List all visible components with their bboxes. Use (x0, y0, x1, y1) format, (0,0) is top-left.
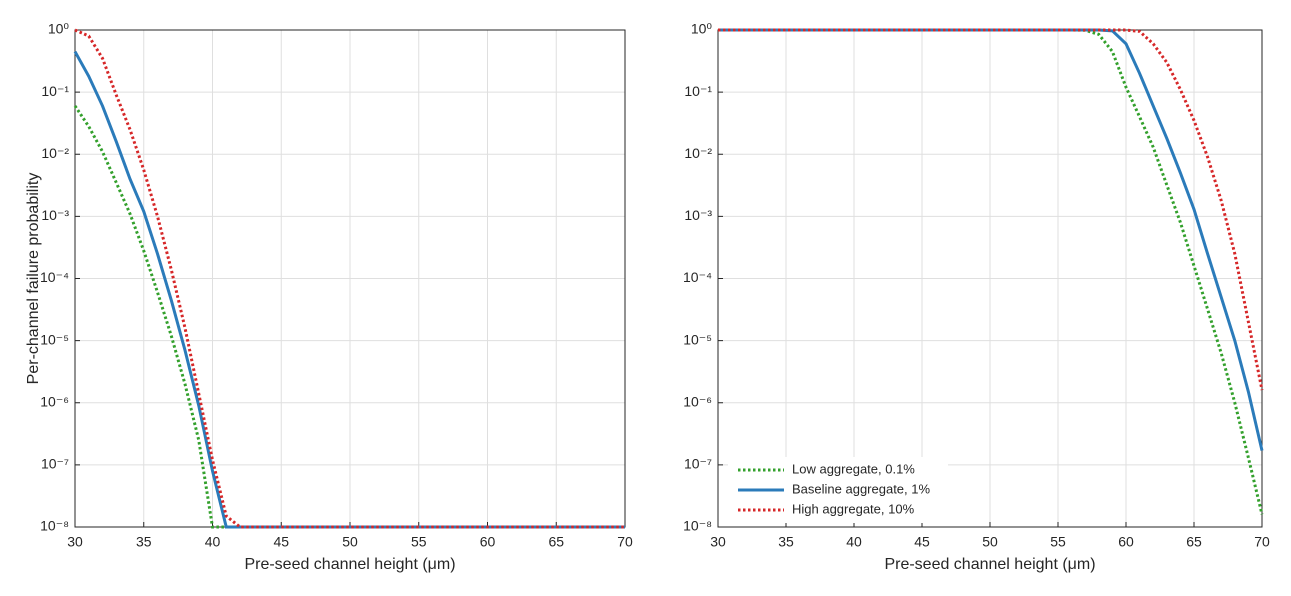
y-tick-label: 10⁻³ (684, 207, 712, 223)
x-tick-label: 55 (411, 534, 427, 550)
x-tick-label: 30 (67, 534, 83, 550)
x-tick-label: 65 (548, 534, 564, 550)
series-line (718, 28, 1264, 391)
y-tick-label: 10⁰ (691, 21, 713, 37)
x-axis-label: Pre-seed channel height (μm) (244, 556, 455, 573)
x-tick-label: 35 (778, 534, 794, 550)
y-tick-label: 10⁰ (48, 21, 70, 37)
y-tick-label: 10⁻⁶ (40, 393, 69, 409)
y-tick-label: 10⁻⁴ (40, 269, 69, 285)
x-tick-label: 70 (1254, 534, 1270, 550)
x-tick-label: 70 (617, 534, 633, 550)
x-tick-label: 30 (710, 534, 726, 550)
y-tick-label: 10⁻⁸ (40, 518, 69, 534)
y-tick-label: 10⁻¹ (41, 83, 69, 99)
y-tick-label: 10⁻³ (41, 207, 69, 223)
y-tick-label: 10⁻⁷ (41, 456, 69, 472)
y-tick-label: 10⁻² (684, 145, 712, 161)
y-tick-label: 10⁻⁷ (684, 456, 712, 472)
legend-label: Low aggregate, 0.1% (792, 461, 915, 476)
series-line (74, 28, 625, 529)
x-tick-label: 45 (914, 534, 930, 550)
y-tick-label: 10⁻⁴ (683, 269, 712, 285)
legend-label: High aggregate, 10% (792, 501, 915, 516)
x-axis-label: Pre-seed channel height (μm) (884, 556, 1095, 573)
series-line (73, 50, 625, 529)
y-tick-label: 10⁻⁵ (40, 331, 69, 347)
y-tick-label: 10⁻² (41, 145, 69, 161)
x-tick-label: 55 (1050, 534, 1066, 550)
x-tick-label: 60 (1118, 534, 1134, 550)
y-axis-label: Per-channel failure probability (25, 173, 42, 385)
x-tick-label: 40 (846, 534, 862, 550)
series-line (73, 105, 625, 529)
y-tick-label: 10⁻¹ (684, 83, 712, 99)
x-tick-label: 50 (342, 534, 358, 550)
x-tick-label: 40 (205, 534, 221, 550)
x-tick-label: 60 (480, 534, 496, 550)
x-tick-label: 45 (273, 534, 289, 550)
x-tick-label: 50 (982, 534, 998, 550)
legend-label: Baseline aggregate, 1% (792, 481, 930, 496)
y-tick-label: 10⁻⁸ (683, 518, 712, 534)
x-tick-label: 65 (1186, 534, 1202, 550)
y-tick-label: 10⁻⁶ (683, 393, 712, 409)
x-tick-label: 35 (136, 534, 152, 550)
y-tick-label: 10⁻⁵ (683, 331, 712, 347)
